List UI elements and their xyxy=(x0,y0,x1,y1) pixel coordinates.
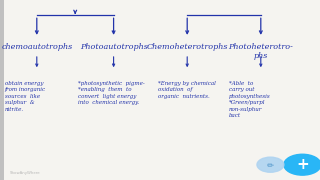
Text: *photosynthetic  pigme-
*enabling  them  to
convert  light energy
into  chemical: *photosynthetic pigme- *enabling them to… xyxy=(78,81,145,105)
Circle shape xyxy=(257,157,284,172)
Text: ✏: ✏ xyxy=(267,160,274,169)
Text: chemoautotrophs: chemoautotrophs xyxy=(1,43,72,51)
Text: obtain energy
from inorganic
sources  like
sulphur  &
nitrite.: obtain energy from inorganic sources lik… xyxy=(5,81,46,112)
Text: ShowAnyWhere: ShowAnyWhere xyxy=(10,171,40,175)
FancyBboxPatch shape xyxy=(0,0,4,180)
Text: Chemoheterotrophs: Chemoheterotrophs xyxy=(147,43,228,51)
Circle shape xyxy=(284,154,320,175)
Text: *Able  to
carry out
photosynthesis
*Green/purpl
non-sulphur
bact: *Able to carry out photosynthesis *Green… xyxy=(229,81,270,118)
Text: *Energy by chemical
oxidation  of
organic  nutrients.: *Energy by chemical oxidation of organic… xyxy=(158,81,216,99)
Text: Photoheterotro-
phs: Photoheterotro- phs xyxy=(228,43,293,60)
Text: +: + xyxy=(296,157,309,172)
Text: Photoautotrophs: Photoautotrophs xyxy=(80,43,148,51)
